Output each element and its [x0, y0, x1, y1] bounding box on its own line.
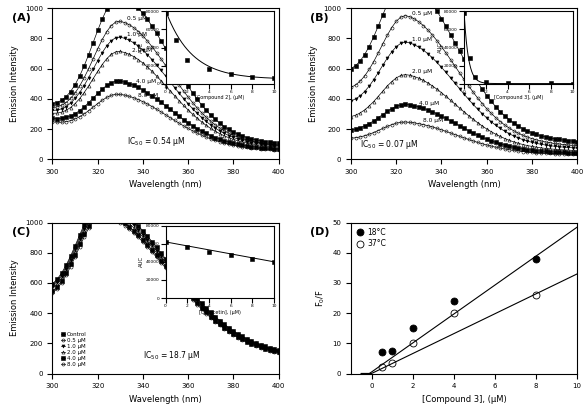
4.0 μM [203, 310, 210, 315]
X-axis label: Wavelength (nm): Wavelength (nm) [428, 181, 500, 190]
2.0 μM [99, 206, 106, 211]
8.0 μM [99, 212, 106, 217]
8.0 μM [126, 227, 133, 232]
Control [216, 318, 223, 323]
1.0 μM [49, 284, 56, 289]
2.0 μM [103, 207, 110, 212]
Text: 2.0 μM: 2.0 μM [412, 69, 432, 74]
1.0 μM [103, 204, 110, 209]
4.0 μM [49, 289, 56, 294]
Control [271, 347, 278, 352]
Line: 4.0 μM: 4.0 μM [51, 210, 280, 354]
1.0 μM [99, 203, 106, 208]
8.0 μM [271, 349, 278, 354]
Y-axis label: Emission Intensity: Emission Intensity [10, 260, 19, 337]
Legend: 18°C, 37°C: 18°C, 37°C [355, 227, 388, 250]
1.0 μM [126, 219, 133, 224]
0.5 μM [49, 283, 56, 288]
Line: 0.5 μM: 0.5 μM [51, 202, 280, 352]
Text: 0.5 μM: 0.5 μM [412, 10, 432, 15]
0.5 μM [271, 347, 278, 352]
4.0 μM [216, 322, 223, 327]
18°C [532, 256, 539, 261]
Text: (C): (C) [12, 227, 30, 237]
2.0 μM [121, 217, 128, 222]
Legend: Control, 0.5 μM, 1.0 μM, 2.0 μM, 4.0 μM, 8.0 μM: Control, 0.5 μM, 1.0 μM, 2.0 μM, 4.0 μM,… [60, 331, 88, 368]
2.0 μM [49, 286, 56, 291]
2.0 μM [126, 221, 133, 226]
8.0 μM [103, 213, 110, 218]
0.5 μM [103, 202, 110, 207]
Y-axis label: Emission Intensity: Emission Intensity [10, 45, 19, 122]
Control [121, 211, 128, 216]
Control [126, 215, 133, 220]
0.5 μM [275, 348, 282, 353]
4.0 μM [103, 210, 110, 215]
2.0 μM [275, 349, 282, 354]
Control [203, 305, 210, 310]
1.0 μM [203, 308, 210, 312]
Text: 8.0 μM: 8.0 μM [423, 118, 444, 123]
8.0 μM [216, 323, 223, 328]
Text: 8.0 μM: 8.0 μM [138, 93, 159, 98]
8.0 μM [121, 223, 128, 228]
2.0 μM [216, 321, 223, 326]
X-axis label: Wavelength (nm): Wavelength (nm) [129, 395, 202, 404]
18°C [389, 348, 396, 353]
Text: (A): (A) [12, 13, 31, 23]
Text: 4.0 μM: 4.0 μM [419, 100, 439, 105]
0.5 μM [126, 217, 133, 222]
4.0 μM [275, 349, 282, 354]
37°C [378, 365, 385, 370]
37°C [389, 361, 396, 366]
4.0 μM [271, 349, 278, 354]
37°C [450, 311, 457, 316]
4.0 μM [126, 224, 133, 229]
8.0 μM [275, 350, 282, 355]
1.0 μM [275, 349, 282, 354]
8.0 μM [49, 290, 56, 295]
4.0 μM [99, 209, 106, 214]
Text: 1.0 μM: 1.0 μM [127, 32, 147, 37]
Line: 2.0 μM: 2.0 μM [51, 207, 280, 353]
Text: (B): (B) [310, 13, 329, 23]
18°C [450, 298, 457, 303]
Y-axis label: Emission Intensity: Emission Intensity [309, 45, 318, 122]
Text: 4.0 μM: 4.0 μM [136, 79, 156, 84]
Text: 0.5 μM: 0.5 μM [127, 17, 147, 22]
Line: 37°C: 37°C [378, 292, 539, 371]
Line: 18°C: 18°C [378, 255, 539, 356]
18°C [409, 326, 416, 331]
37°C [409, 341, 416, 346]
1.0 μM [271, 347, 278, 352]
Text: 1.0 μM: 1.0 μM [412, 37, 432, 42]
Line: 1.0 μM: 1.0 μM [51, 204, 280, 352]
Line: Control: Control [51, 200, 280, 352]
Text: IC$_{50}$ = 18.7 μM: IC$_{50}$ = 18.7 μM [143, 349, 201, 362]
0.5 μM [216, 319, 223, 324]
0.5 μM [121, 212, 128, 217]
2.0 μM [203, 309, 210, 314]
Y-axis label: F$_0$/F: F$_0$/F [314, 289, 326, 307]
X-axis label: Wavelength (nm): Wavelength (nm) [129, 181, 202, 190]
8.0 μM [203, 311, 210, 316]
18°C [378, 350, 385, 355]
1.0 μM [121, 215, 128, 220]
Control [103, 200, 110, 205]
0.5 μM [99, 200, 106, 205]
Text: (D): (D) [310, 227, 330, 237]
Text: 2.0 μM: 2.0 μM [132, 48, 152, 53]
Control [275, 347, 282, 352]
4.0 μM [121, 221, 128, 226]
Line: 8.0 μM: 8.0 μM [51, 213, 280, 354]
Control [49, 281, 56, 286]
1.0 μM [216, 320, 223, 325]
Text: IC$_{50}$ = 0.07 μM: IC$_{50}$ = 0.07 μM [360, 138, 418, 151]
0.5 μM [203, 306, 210, 311]
X-axis label: [Compound 3], (μM): [Compound 3], (μM) [422, 395, 507, 404]
37°C [532, 293, 539, 298]
2.0 μM [271, 348, 278, 353]
Control [99, 198, 106, 203]
Text: IC$_{50}$ = 0.54 μM: IC$_{50}$ = 0.54 μM [127, 135, 185, 148]
